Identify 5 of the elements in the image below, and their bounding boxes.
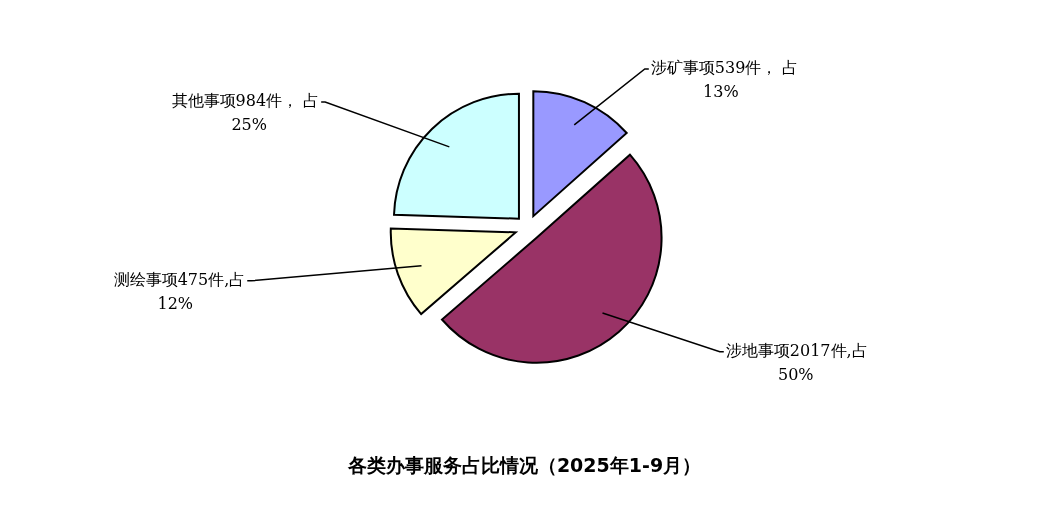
slice-label: 涉矿事项539件， 占 13% — [650, 57, 799, 101]
slice-label: 其他事项984件， 占 25% — [171, 90, 320, 134]
slice-label: 测绘事项475件,占 12% — [113, 269, 246, 313]
slice-label: 涉地事项2017件,占 50% — [725, 340, 868, 384]
text: 各类办事服务占比情况（2025年1-9月） — [346, 454, 702, 476]
